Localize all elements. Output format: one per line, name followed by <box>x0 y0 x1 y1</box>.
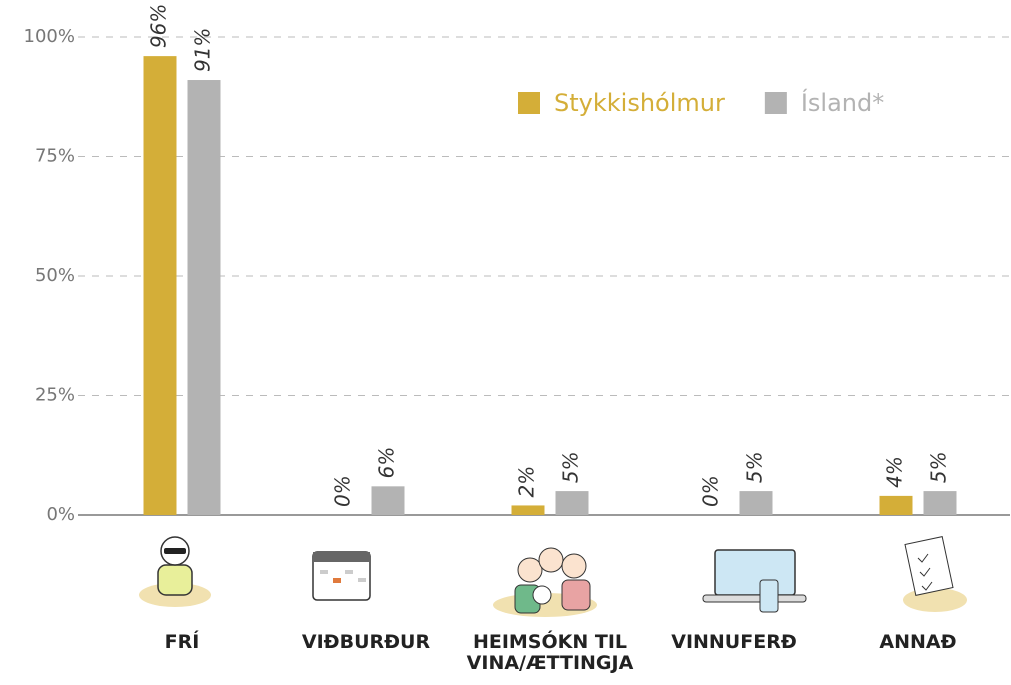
icon-fri <box>139 536 211 607</box>
x-tick-label: FRÍ <box>164 631 200 653</box>
value-label: 0% <box>699 475 723 507</box>
bar <box>187 80 221 516</box>
value-label: 6% <box>375 447 399 479</box>
x-tick-label: VINNUFERÐ <box>671 631 797 653</box>
value-label: 5% <box>743 451 767 483</box>
value-label: 4% <box>883 456 907 488</box>
y-tick-label: 25% <box>35 385 75 406</box>
icon-vinnuferd <box>702 549 807 613</box>
bar <box>143 56 177 516</box>
value-label: 91% <box>191 28 215 72</box>
value-label: 2% <box>515 466 539 498</box>
bar <box>923 491 957 515</box>
icon-heimsokn <box>493 547 597 617</box>
legend-label: Ísland* <box>801 88 884 117</box>
bar <box>555 491 589 515</box>
y-tick-label: 75% <box>35 146 75 167</box>
x-tick-label: HEIMSÓKN TIL VINA/ÆTTINGJA <box>466 631 634 674</box>
y-tick-label: 100% <box>24 26 75 47</box>
icon-vidburdur <box>312 551 371 601</box>
legend-swatch <box>764 92 787 114</box>
bar <box>371 486 405 515</box>
x-tick-label: VIÐBURÐUR <box>301 631 431 653</box>
value-label: 0% <box>331 475 355 507</box>
bar <box>739 491 773 515</box>
y-tick-label: 50% <box>35 265 75 286</box>
x-tick-label: ANNAÐ <box>879 631 957 653</box>
legend-label: Stykkishólmur <box>554 89 725 117</box>
bar <box>879 495 913 515</box>
bar <box>511 505 545 515</box>
y-tick-label: 0% <box>46 504 75 525</box>
legend-swatch <box>518 92 540 114</box>
value-label: 5% <box>559 451 583 483</box>
icon-annad <box>903 536 967 612</box>
value-label: 96% <box>147 4 171 48</box>
value-label: 5% <box>927 451 951 483</box>
